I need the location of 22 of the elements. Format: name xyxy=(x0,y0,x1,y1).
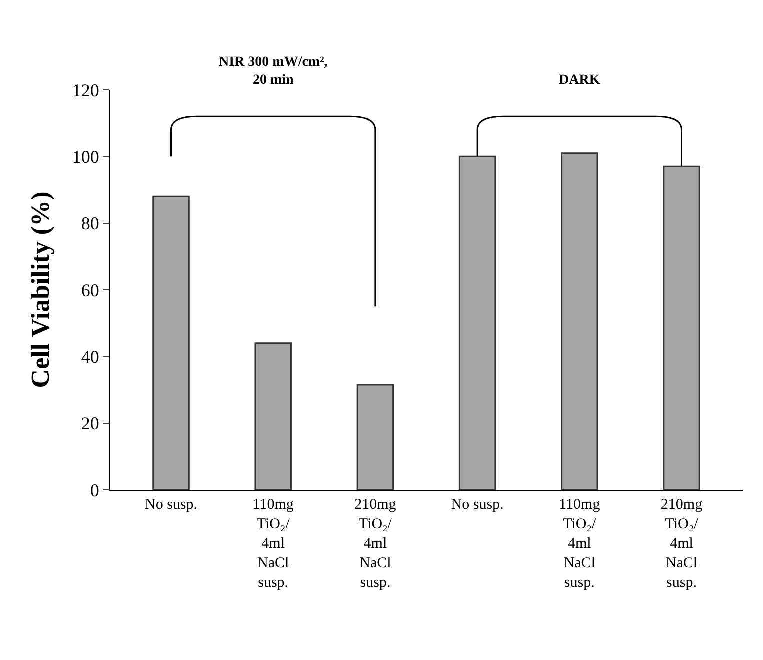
y-axis-title: Cell Viability (%) xyxy=(26,192,55,388)
x-tick-label: 210mg TiO₂/ 4ml NaCl susp. xyxy=(660,497,704,591)
y-tick-label: 120 xyxy=(72,80,100,100)
text: NIR 300 mW/cm², 20 min xyxy=(219,55,328,88)
x-tick-label: No susp. xyxy=(145,497,198,513)
x-tick-label: 110mg TiO₂/ 4ml NaCl susp. xyxy=(252,497,294,591)
text: DARK xyxy=(559,73,600,88)
y-tick-label: 100 xyxy=(72,146,100,167)
y-tick-label: 40 xyxy=(81,346,100,367)
y-tick-label: 20 xyxy=(81,414,100,434)
y-tick-label: 80 xyxy=(81,214,100,234)
y-tick-label: 0 xyxy=(90,480,100,500)
x-tick-label: 210mg TiO₂/ 4ml NaCl susp. xyxy=(354,497,397,591)
bar xyxy=(356,384,394,490)
bar xyxy=(561,152,598,490)
bar xyxy=(254,342,292,490)
y-tick-label: 60 xyxy=(81,280,100,300)
bar xyxy=(458,156,496,490)
bar xyxy=(663,166,700,490)
bar xyxy=(152,196,190,490)
x-tick-label: No susp. xyxy=(451,497,504,513)
x-tick-label: 110mg TiO₂/ 4ml NaCl susp. xyxy=(559,497,601,591)
